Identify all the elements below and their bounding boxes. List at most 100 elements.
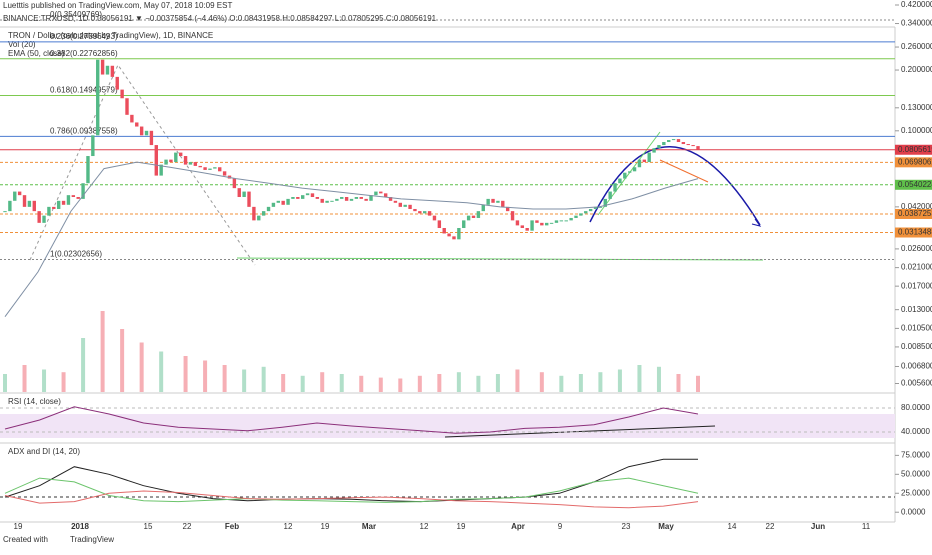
candle-body <box>515 220 520 226</box>
y-tick-label: 0.0000 <box>901 507 926 516</box>
candle-body <box>237 188 241 198</box>
candle-body <box>647 152 651 163</box>
price-label: 0.03872535 <box>898 209 932 218</box>
candle-body <box>149 130 154 146</box>
volume-bar <box>183 356 188 392</box>
y-tick-label: 0.10000000 <box>901 126 932 135</box>
candle-body <box>452 236 456 240</box>
candle-body <box>496 200 500 203</box>
volume-bar <box>598 372 603 392</box>
candle-body <box>686 144 690 146</box>
candle-body <box>56 200 61 209</box>
candle-body <box>657 145 661 149</box>
candle-body <box>535 220 539 223</box>
candle-body <box>120 89 124 99</box>
candle-body <box>266 206 271 212</box>
candle-body <box>579 213 583 216</box>
candle-body <box>130 114 134 123</box>
trend-line <box>659 159 709 183</box>
candle-body <box>261 211 266 216</box>
candle-body <box>198 165 202 168</box>
candle-body <box>471 215 476 218</box>
candle-body <box>139 126 144 136</box>
candle-body <box>569 217 573 221</box>
candle-body <box>632 167 637 172</box>
candle-body <box>505 206 510 212</box>
candle-body <box>462 220 466 229</box>
y-tick-label: 0.13000000 <box>901 103 932 112</box>
candle-body <box>554 220 559 223</box>
candle-body <box>3 211 7 213</box>
y-tick-label: 50.0000 <box>901 469 930 478</box>
candle-body <box>637 159 642 168</box>
x-tick-label: 14 <box>728 522 737 531</box>
x-tick-label: 12 <box>420 522 429 531</box>
y-tick-label: 0.02100000 <box>901 263 932 272</box>
candle-body <box>86 156 90 184</box>
candle-body <box>325 200 329 203</box>
candle-body <box>81 183 85 199</box>
candle-body <box>320 198 324 203</box>
candle-body <box>22 195 27 207</box>
candle-body <box>491 198 495 203</box>
x-tick-label: Jun <box>811 522 825 531</box>
candle-body <box>432 215 437 221</box>
ema-line <box>4 161 699 317</box>
candle-body <box>486 198 490 205</box>
volume-bar <box>203 360 208 392</box>
y-tick-label: 0.00850000 <box>901 342 932 351</box>
candle-body <box>344 197 349 201</box>
candle-body <box>418 211 422 214</box>
candle-body <box>642 159 647 163</box>
candle-body <box>374 191 378 196</box>
y-tick-label: 0.01050000 <box>901 324 932 333</box>
volume-bar <box>281 374 286 392</box>
y-tick-label: 0.26000000 <box>901 42 932 51</box>
support-line <box>236 257 764 261</box>
y-tick-label: 0.04200000 <box>901 202 932 211</box>
candle-body <box>403 204 407 207</box>
candle-body <box>564 220 568 222</box>
candle-body <box>691 145 695 147</box>
candle-body <box>676 139 681 143</box>
candle-body <box>354 197 359 199</box>
adx-line <box>4 477 699 503</box>
y-tick-label: 0.20000000 <box>901 65 932 74</box>
candle-body <box>618 178 622 184</box>
y-tick-label: 0.00560000 <box>901 379 932 388</box>
candle-body <box>100 59 105 75</box>
y-tick-label: 80.0000 <box>901 403 930 412</box>
vol-legend: Vol (20) <box>8 40 36 49</box>
candle-body <box>71 195 76 198</box>
price-label: 0.06980626 <box>898 157 932 166</box>
x-tick-label: 19 <box>321 522 330 531</box>
candle-body <box>32 200 36 212</box>
candle-body <box>169 159 173 163</box>
candle-body <box>588 208 593 212</box>
candle-body <box>349 198 354 201</box>
candle-body <box>652 148 656 153</box>
volume-bar <box>42 369 47 392</box>
candle-body <box>340 197 344 199</box>
candle-body <box>115 76 119 90</box>
y-tick-label: 75.0000 <box>901 450 930 459</box>
candle-body <box>47 206 51 216</box>
main-title: TRON / Dollar (calculated by TradingView… <box>8 31 213 40</box>
volume-bar <box>359 375 364 392</box>
candle-body <box>17 191 22 196</box>
volume-bar <box>261 366 266 392</box>
candle-body <box>286 198 290 205</box>
volume-bar <box>495 374 500 392</box>
volume-bar <box>476 375 481 392</box>
candle-body <box>76 197 80 199</box>
candle-body <box>335 198 339 201</box>
candle-body <box>525 228 529 231</box>
candle-body <box>110 65 115 77</box>
arc-annotation <box>589 146 761 226</box>
volume-bar <box>120 329 125 392</box>
volume-bar <box>456 372 461 392</box>
y-tick-label: 40.0000 <box>901 427 930 436</box>
fib-label: 0.618(0.14949579) <box>50 86 118 95</box>
candle-body <box>242 191 246 198</box>
